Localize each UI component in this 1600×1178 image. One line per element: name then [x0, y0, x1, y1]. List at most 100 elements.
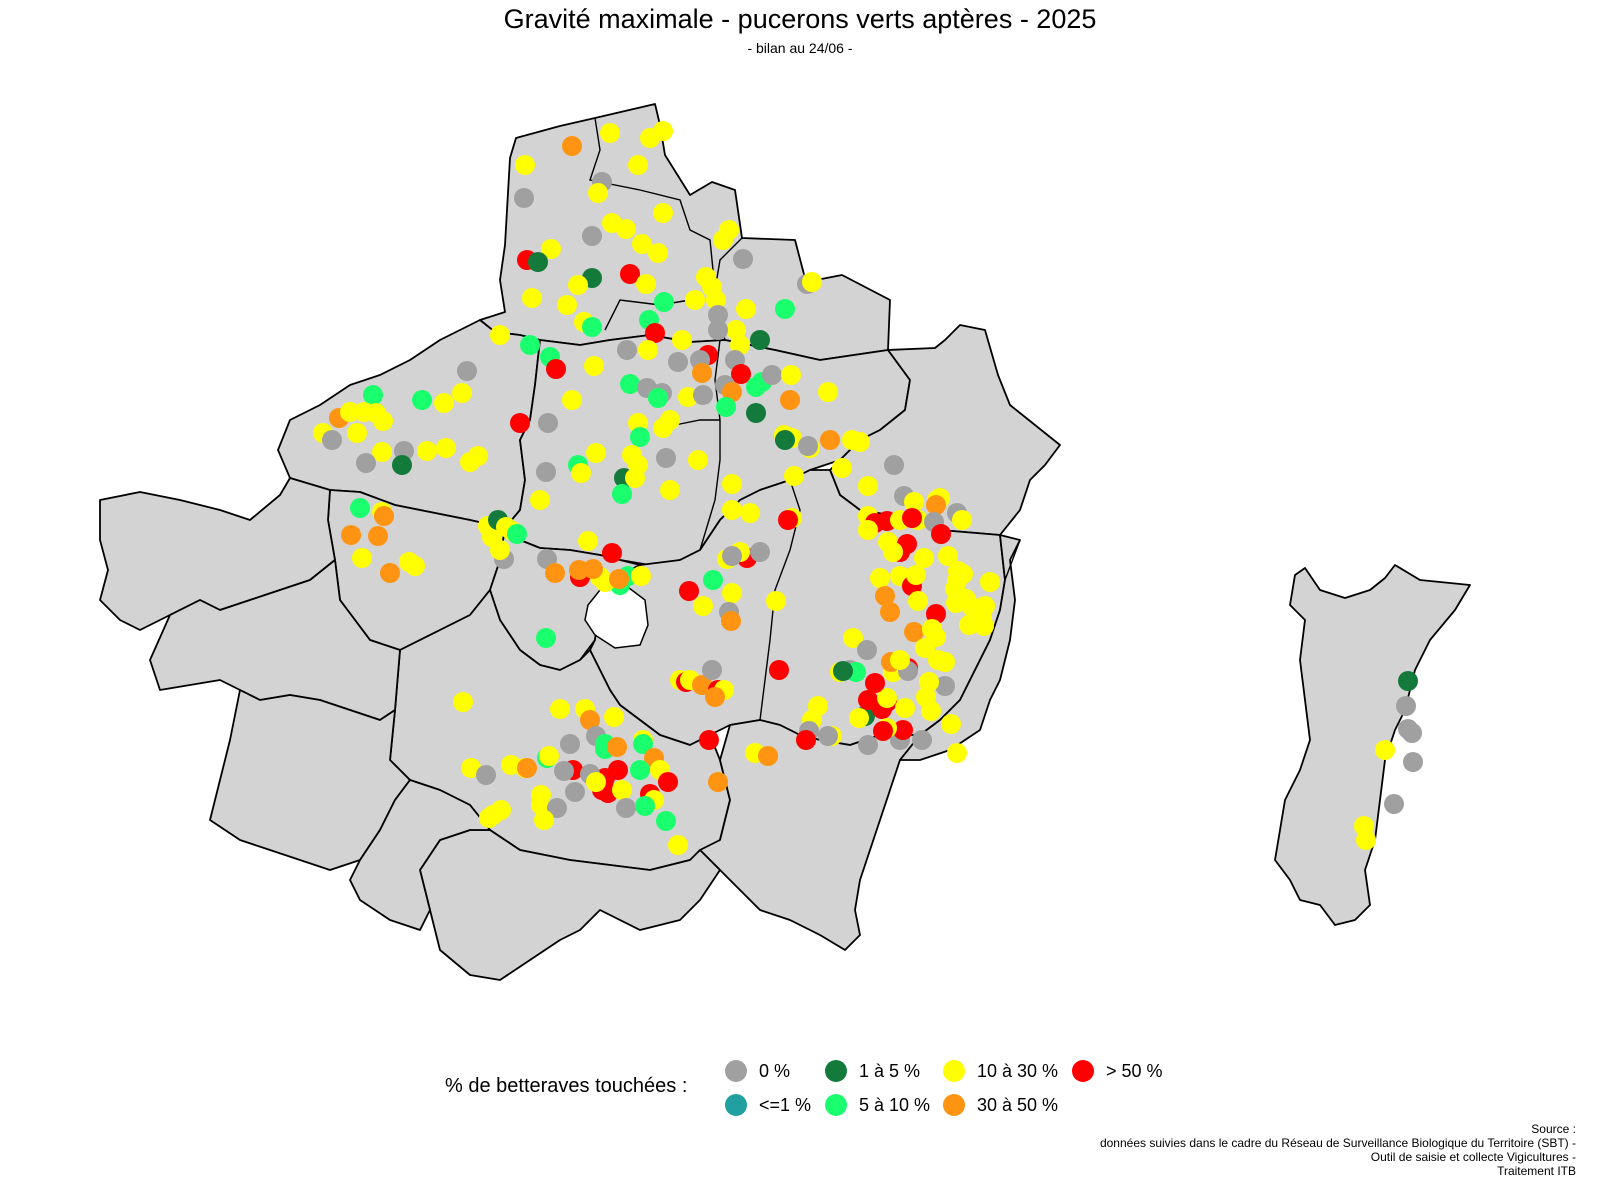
observation-point — [635, 796, 655, 816]
legend-item-0: 0 % — [725, 1060, 790, 1082]
observation-point — [638, 340, 658, 360]
observation-point — [653, 418, 673, 438]
observation-point — [546, 359, 566, 379]
observation-point — [368, 526, 388, 546]
observation-point — [347, 423, 367, 443]
observation-point — [545, 563, 565, 583]
observation-point — [584, 356, 604, 376]
observation-point — [740, 503, 760, 523]
observation-point — [766, 591, 786, 611]
observation-point — [653, 121, 673, 141]
source-line-4: Traitement ITB — [1497, 1164, 1576, 1178]
observation-point — [880, 602, 900, 622]
observation-point — [780, 390, 800, 410]
observation-point — [609, 569, 629, 589]
observation-point — [658, 772, 678, 792]
legend-item-1-5: 1 à 5 % — [825, 1060, 920, 1082]
legend-label-30-50: 30 à 50 % — [977, 1094, 1059, 1115]
observation-point — [796, 730, 816, 750]
observation-point — [693, 385, 713, 405]
observation-point — [632, 234, 652, 254]
observation-point — [921, 701, 941, 721]
observation-point — [531, 795, 551, 815]
observation-point — [699, 730, 719, 750]
department-aube — [699, 719, 921, 951]
observation-point — [762, 365, 782, 385]
observation-point — [452, 383, 472, 403]
observation-point — [322, 430, 342, 450]
observation-point — [434, 393, 454, 413]
observation-point — [468, 446, 488, 466]
observation-point — [769, 660, 789, 680]
observation-point — [912, 730, 932, 750]
observation-point — [528, 252, 548, 272]
observation-point — [476, 765, 496, 785]
legend-label-0: 0 % — [759, 1060, 791, 1081]
observation-point — [980, 572, 1000, 592]
observation-point — [586, 772, 606, 792]
source-note: Source : données suivies dans le cadre d… — [1100, 1122, 1576, 1178]
observation-point — [616, 219, 636, 239]
observation-point — [733, 249, 753, 269]
observation-point — [620, 374, 640, 394]
legend-label-10-30: 10 à 30 % — [977, 1060, 1059, 1081]
observation-point — [536, 462, 556, 482]
observation-point — [604, 707, 624, 727]
observation-point — [539, 746, 559, 766]
observation-point — [857, 640, 877, 660]
observation-point — [392, 455, 412, 475]
observation-point — [588, 183, 608, 203]
observation-point — [510, 413, 530, 433]
map-title: Gravité maximale - pucerons verts aptère… — [503, 4, 1097, 34]
legend-label-5-10: 5 à 10 % — [859, 1094, 931, 1115]
observation-point — [778, 510, 798, 530]
observation-point — [628, 155, 648, 175]
observation-point — [541, 239, 561, 259]
legend-dot-10-30 — [943, 1060, 965, 1082]
observation-point — [582, 317, 602, 337]
observation-point — [906, 565, 926, 585]
observation-point — [883, 542, 903, 562]
legend-item-gt50: > 50 % — [1072, 1060, 1163, 1082]
legend-label-le1: <=1 % — [759, 1094, 812, 1115]
observation-point — [628, 455, 648, 475]
observation-point — [919, 672, 939, 692]
legend-item-5-10: 5 à 10 % — [825, 1094, 930, 1116]
legend-dot-0 — [725, 1060, 747, 1082]
observation-point — [645, 323, 665, 343]
observation-point — [1402, 723, 1422, 743]
observation-point — [722, 474, 742, 494]
observation-point — [373, 411, 393, 431]
observation-point — [341, 525, 361, 545]
observation-point — [685, 290, 705, 310]
observation-point — [926, 604, 946, 624]
observation-point — [877, 688, 897, 708]
legend-dot-gt50 — [1072, 1060, 1094, 1082]
observation-point — [654, 292, 674, 312]
observation-point — [436, 438, 456, 458]
observation-point — [578, 531, 598, 551]
observation-point — [678, 387, 698, 407]
observation-point — [501, 755, 521, 775]
observation-point — [784, 466, 804, 486]
observation-point — [1375, 740, 1395, 760]
observation-point — [692, 675, 712, 695]
source-line-3: Outil de saisie et collecte Vigicultures… — [1370, 1150, 1576, 1164]
observation-point — [721, 611, 741, 631]
observation-point — [515, 155, 535, 175]
observation-point — [895, 698, 915, 718]
observation-point — [583, 559, 603, 579]
observation-point — [522, 288, 542, 308]
source-line-1: Source : — [1531, 1122, 1576, 1136]
observation-point — [915, 638, 935, 658]
observation-point — [758, 746, 778, 766]
observation-point — [688, 450, 708, 470]
observation-point — [1356, 830, 1376, 850]
observation-point — [648, 243, 668, 263]
observation-point — [457, 361, 477, 381]
observation-point — [380, 563, 400, 583]
legend-dot-le1 — [725, 1094, 747, 1116]
observation-point — [972, 609, 992, 629]
observation-point — [705, 687, 725, 707]
